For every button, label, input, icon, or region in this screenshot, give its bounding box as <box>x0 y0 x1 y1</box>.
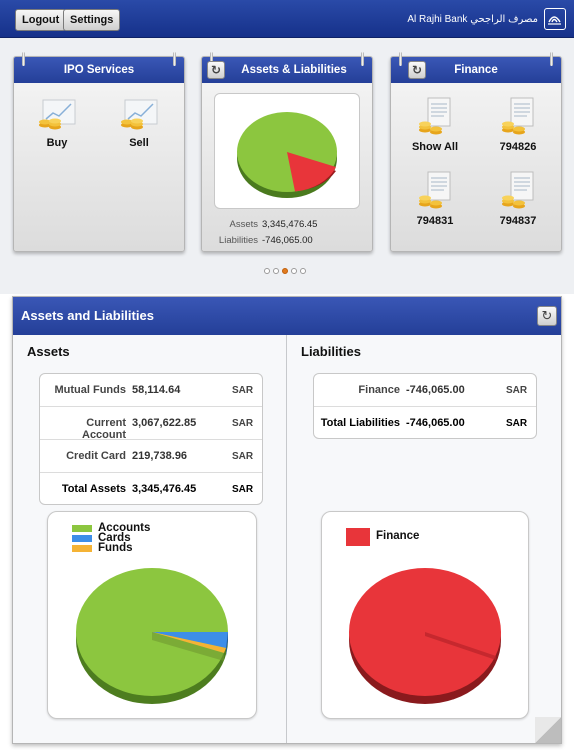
legend-label: Funds <box>98 542 133 554</box>
tile-label: Buy <box>46 137 68 149</box>
finance-header: ↻ Finance <box>391 52 561 83</box>
row-label: Finance <box>358 384 400 396</box>
row-currency: SAR <box>506 418 528 429</box>
finance-card: ↻ Finance Show All 794826 <box>390 52 562 252</box>
row-currency: SAR <box>232 484 254 495</box>
tile-label: 794826 <box>499 141 537 153</box>
row-value: 58,114.64 <box>132 384 181 396</box>
row-currency: SAR <box>232 451 254 462</box>
row-label: Total Liabilities <box>320 417 400 429</box>
page-dot[interactable] <box>273 268 279 274</box>
row-label: Current Account <box>82 417 126 441</box>
assets-table: Mutual Funds 58,114.64 SAR Current Accou… <box>39 373 263 505</box>
row-label: Mutual Funds <box>54 384 127 396</box>
settings-button[interactable]: Settings <box>63 9 121 31</box>
liabilities-pie-chart <box>349 568 501 704</box>
mini-pie-chart <box>214 93 360 209</box>
table-row: Current Account 3,067,622.85 SAR <box>40 407 262 441</box>
assets-pie-card: Accounts Cards Funds <box>47 511 257 719</box>
coins-document-icon <box>502 171 534 209</box>
finance-794826-tile[interactable]: 794826 <box>483 97 553 153</box>
finance-794831-tile[interactable]: 794831 <box>400 171 470 227</box>
page-indicator[interactable] <box>264 268 312 276</box>
coins-document-icon <box>419 171 451 209</box>
column-divider <box>286 335 287 743</box>
tile-label: 794831 <box>416 215 454 227</box>
card-title: Assets & Liabilities <box>241 64 347 76</box>
tile-label: 794837 <box>499 215 537 227</box>
legend-finance: Finance <box>346 528 420 546</box>
liabilities-heading: Liabilities <box>301 344 361 359</box>
legend-cards: Cards <box>72 532 131 544</box>
coins-document-icon <box>419 97 451 135</box>
mini-liabilities-label: Liabilities <box>218 235 258 246</box>
row-value: 3,067,622.85 <box>132 417 197 429</box>
mini-liabilities-value: -746,065.00 <box>262 235 313 246</box>
coins-chart-icon <box>121 99 158 130</box>
card-title: IPO Services <box>63 64 135 76</box>
row-currency: SAR <box>232 385 254 396</box>
mini-assets-value: 3,345,476.45 <box>262 219 318 230</box>
page-curl <box>535 717 561 743</box>
card-title: Finance <box>454 64 498 76</box>
legend-swatch <box>72 525 92 532</box>
legend-swatch <box>346 528 370 546</box>
tile-label: Show All <box>411 141 459 153</box>
row-value: -746,065.00 <box>406 417 465 429</box>
panel-header: Assets and Liabilities ↻ <box>13 297 561 335</box>
legend-swatch <box>72 535 92 542</box>
assets-liabilities-panel: Assets and Liabilities ↻ Assets Mutual F… <box>12 296 562 744</box>
bank-name: Al Rajhi Bank مصرف الراجحي <box>407 14 538 25</box>
legend-label: Cards <box>98 532 131 544</box>
row-currency: SAR <box>232 418 254 429</box>
ipo-buy-tile[interactable]: Buy <box>22 99 92 149</box>
refresh-icon[interactable]: ↻ <box>537 306 557 326</box>
liabilities-pie-card: Finance <box>321 511 529 719</box>
assets-liabilities-card[interactable]: ↻ Assets & Liabilities Assets 3,345,476.… <box>201 52 373 252</box>
legend-swatch <box>72 545 92 552</box>
legend-accounts: Accounts <box>72 522 150 534</box>
ipo-services-header: IPO Services <box>14 52 184 83</box>
ipo-services-card: IPO Services Buy Sell <box>13 52 185 252</box>
panel-title: Assets and Liabilities <box>21 308 154 323</box>
legend-label: Accounts <box>98 522 151 534</box>
coins-document-icon <box>502 97 534 135</box>
coins-chart-icon <box>39 99 76 130</box>
assets-liabilities-header: ↻ Assets & Liabilities <box>202 52 372 83</box>
table-row-total: Total Liabilities -746,065.00 SAR <box>314 407 536 440</box>
bank-logo-icon <box>544 8 566 30</box>
refresh-icon[interactable]: ↻ <box>408 61 426 79</box>
row-value: -746,065.00 <box>406 384 465 396</box>
top-bar: Logout Settings Al Rajhi Bank مصرف الراج… <box>0 0 574 38</box>
mini-assets-label: Assets <box>229 219 258 230</box>
row-label: Credit Card <box>66 450 126 462</box>
legend-label: Finance <box>376 530 420 542</box>
refresh-icon[interactable]: ↻ <box>207 61 225 79</box>
page-dot[interactable] <box>264 268 270 274</box>
table-row-total: Total Assets 3,345,476.45 SAR <box>40 473 262 506</box>
assets-pie-chart <box>76 568 229 704</box>
row-value: 219,738.96 <box>132 450 188 462</box>
tile-label: Sell <box>129 137 149 149</box>
row-label: Total Assets <box>61 483 126 495</box>
ipo-sell-tile[interactable]: Sell <box>104 99 174 149</box>
table-row: Finance -746,065.00 SAR <box>314 374 536 407</box>
page-dot-active[interactable] <box>282 268 288 274</box>
finance-show-all-tile[interactable]: Show All <box>400 97 470 153</box>
page-dot[interactable] <box>300 268 306 274</box>
assets-heading: Assets <box>27 344 70 359</box>
legend-funds: Funds <box>72 542 133 554</box>
row-value: 3,345,476.45 <box>132 483 197 495</box>
row-currency: SAR <box>506 385 528 396</box>
page-dot[interactable] <box>291 268 297 274</box>
widget-carousel[interactable]: IPO Services Buy Sell ↻ Asset <box>0 38 574 294</box>
table-row: Mutual Funds 58,114.64 SAR <box>40 374 262 407</box>
table-row: Credit Card 219,738.96 SAR <box>40 440 262 473</box>
finance-794837-tile[interactable]: 794837 <box>483 171 553 227</box>
liabilities-table: Finance -746,065.00 SAR Total Liabilitie… <box>313 373 537 439</box>
logout-button[interactable]: Logout <box>15 9 67 31</box>
